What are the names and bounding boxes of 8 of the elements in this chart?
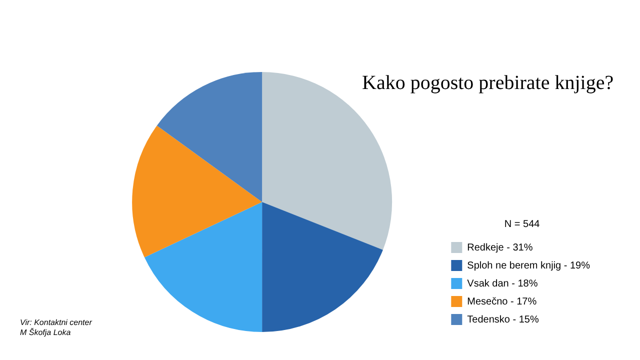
legend-label: Tedensko - 15% bbox=[467, 314, 539, 326]
legend-title: N = 544 bbox=[504, 218, 540, 230]
text: Vir: Kontaktni center M Škofja Loka bbox=[20, 318, 92, 338]
chart-title: Kako pogosto prebirate knjige? bbox=[362, 72, 614, 95]
legend-label: Vsak dan - 18% bbox=[467, 278, 538, 290]
legend-label: Redkeje - 31% bbox=[467, 242, 533, 254]
legend-label: Mesečno - 17% bbox=[467, 296, 537, 308]
legend-label: Sploh ne berem knjig - 19% bbox=[467, 260, 590, 272]
